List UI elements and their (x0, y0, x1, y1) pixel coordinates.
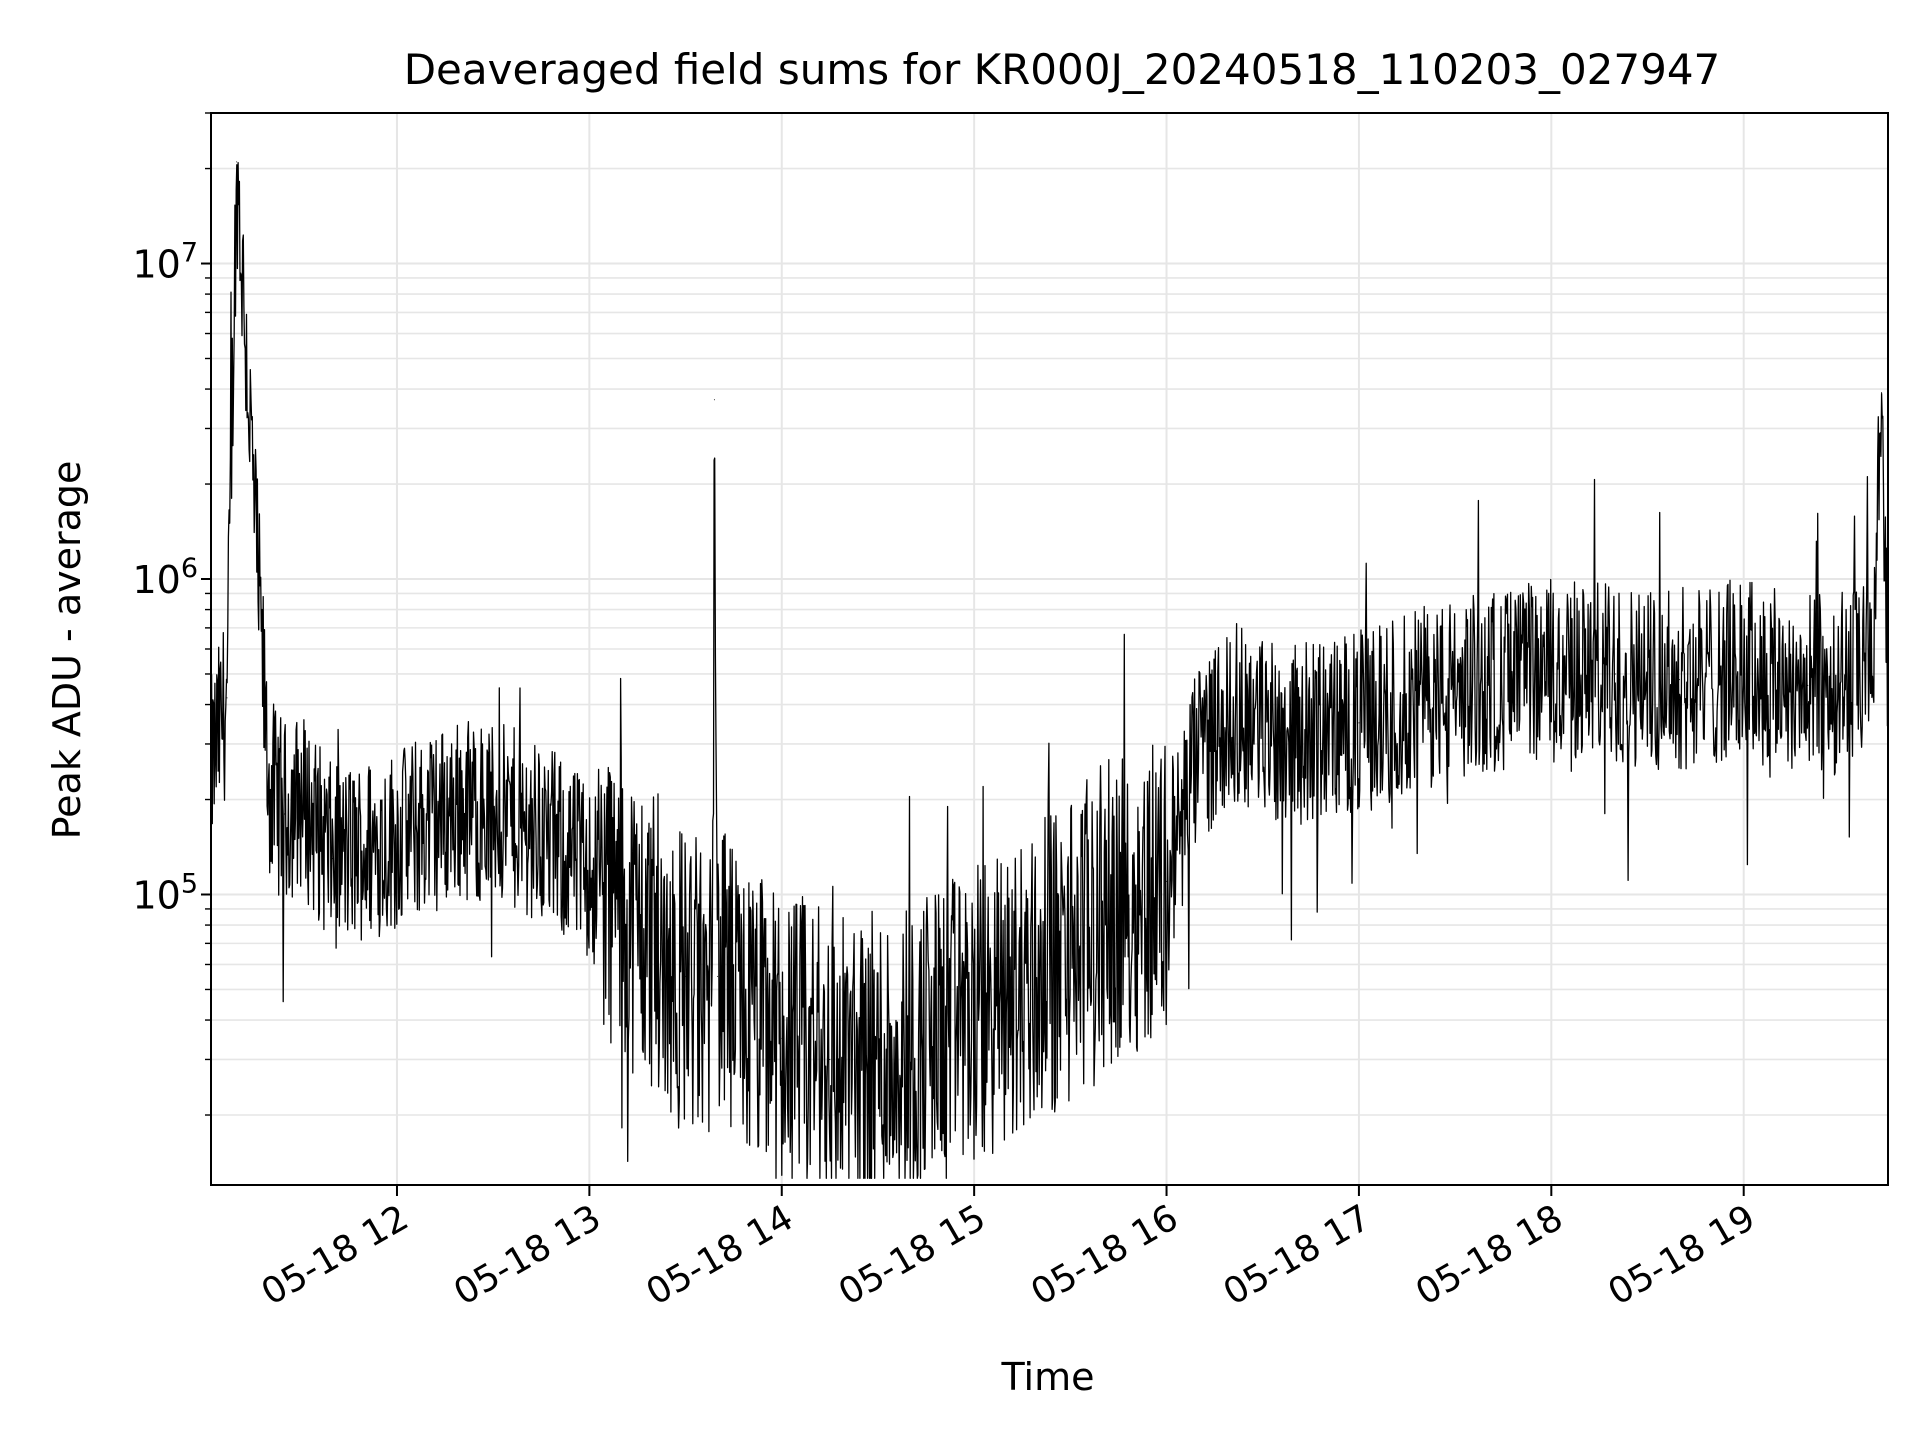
data-point (300, 799, 302, 801)
data-point (636, 924, 638, 926)
data-point (1422, 697, 1424, 699)
data-point (1166, 880, 1168, 882)
data-point (268, 785, 270, 787)
data-point (284, 813, 286, 815)
data-point (460, 806, 462, 808)
data-point (1807, 684, 1809, 686)
series-line (210, 162, 1889, 1179)
data-point (226, 697, 228, 699)
data-point (1358, 722, 1360, 724)
data-point (1614, 673, 1616, 675)
data-point (332, 858, 334, 860)
data-point (909, 1045, 911, 1047)
data-point (588, 869, 590, 871)
data-point (1230, 711, 1232, 713)
data-point (1881, 392, 1883, 394)
data-point (1294, 734, 1296, 736)
data-point (1198, 752, 1200, 754)
x-axis-label: Time (1001, 1355, 1095, 1399)
data-point (973, 1019, 975, 1021)
data-point (685, 975, 687, 977)
data-point (710, 1003, 712, 1005)
data-point (524, 821, 526, 823)
data-point (781, 1037, 783, 1039)
data-point (717, 975, 719, 977)
data-point (1871, 673, 1873, 675)
chart-title: Deaveraged field sums for KR000J_2024051… (404, 45, 1721, 94)
y-tick-label: 105 (132, 868, 198, 917)
data-point (396, 838, 398, 840)
y-tick-label: 106 (132, 553, 198, 602)
data-point (861, 1068, 863, 1070)
data-point (713, 399, 715, 401)
y-axis-label: Peak ADU - average (45, 461, 89, 840)
data-point (1743, 668, 1745, 670)
data-point (1101, 916, 1103, 918)
data-point (1486, 681, 1488, 683)
y-tick-label: 107 (132, 238, 198, 287)
data-point (1679, 679, 1681, 681)
data-point (749, 1019, 751, 1021)
series-layer (210, 161, 1889, 1179)
data-point (236, 161, 238, 163)
data-point (829, 1058, 831, 1060)
data-point (1550, 668, 1552, 670)
data-point (1037, 975, 1039, 977)
